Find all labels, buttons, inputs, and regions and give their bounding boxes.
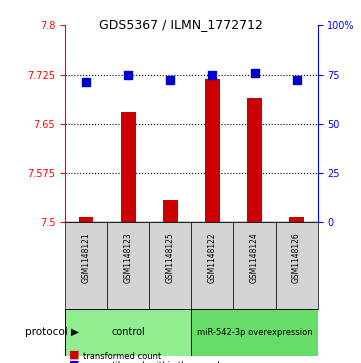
Point [83,79,89,85]
Text: GSM1148122: GSM1148122 [208,232,217,283]
Text: control: control [111,327,145,337]
Text: GSM1148123: GSM1148123 [124,232,132,283]
Text: GSM1148126: GSM1148126 [292,232,301,283]
Text: transformed count: transformed count [83,352,161,361]
Bar [163,200,178,222]
Text: GSM1148125: GSM1148125 [166,232,175,283]
Point [252,70,257,76]
FancyBboxPatch shape [191,222,234,309]
Point [209,72,215,77]
Text: GDS5367 / ILMN_1772712: GDS5367 / ILMN_1772712 [99,18,262,31]
Text: protocol ▶: protocol ▶ [25,327,79,337]
FancyBboxPatch shape [275,222,318,309]
FancyBboxPatch shape [65,222,107,309]
Point [125,72,131,77]
FancyBboxPatch shape [65,309,191,356]
Bar [79,217,93,222]
FancyBboxPatch shape [234,222,275,309]
Bar [205,79,220,222]
Text: miR-542-3p overexpression: miR-542-3p overexpression [197,328,312,337]
Text: ■: ■ [69,350,79,360]
Bar [121,112,135,222]
Point [294,78,300,83]
FancyBboxPatch shape [107,222,149,309]
Text: percentile rank within the sample: percentile rank within the sample [83,361,225,363]
Point [168,78,173,83]
FancyBboxPatch shape [149,222,191,309]
Bar [247,98,262,222]
FancyBboxPatch shape [191,309,318,356]
Text: GSM1148121: GSM1148121 [82,232,91,283]
Text: ■: ■ [69,359,79,363]
Bar [289,217,304,222]
Text: GSM1148124: GSM1148124 [250,232,259,283]
